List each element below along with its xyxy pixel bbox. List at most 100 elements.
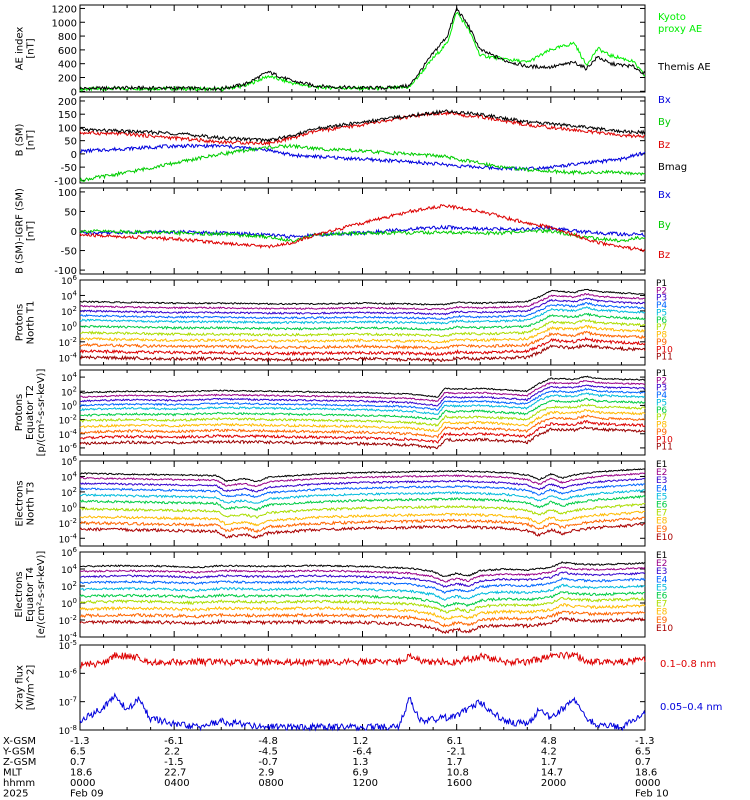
axis-column-value: 0.7 <box>70 757 86 768</box>
series-line-bz <box>79 204 646 253</box>
y-tick-label: 100 <box>61 320 77 333</box>
series-line-p6 <box>79 397 646 421</box>
y-tick-label: 10-2 <box>59 414 77 427</box>
axis-column-value: 18.6 <box>635 768 657 779</box>
y-tick-label: 100 <box>61 501 77 514</box>
series-line-bmag <box>79 109 646 143</box>
axis-column-value: -4.8 <box>258 736 278 747</box>
y-tick-label: 106 <box>61 546 77 559</box>
y-axis-title: [nT] <box>26 38 37 58</box>
series-line-e7 <box>79 502 646 519</box>
legend-p4: P4 <box>656 391 667 401</box>
legend-p7: P7 <box>656 323 667 333</box>
series-line-e3 <box>79 477 646 493</box>
panel-frame <box>79 644 646 731</box>
y-tick-label: 100 <box>58 188 77 199</box>
series-line-e9 <box>79 516 646 534</box>
legend-e4: E4 <box>656 484 668 494</box>
y-tick-exponent: 6 <box>73 274 78 282</box>
series-line-themis-ae <box>79 6 646 92</box>
series-line-e10 <box>79 522 646 539</box>
series-line-e5 <box>79 489 646 504</box>
panel-frame <box>79 4 646 93</box>
y-tick-exponent: 2 <box>73 305 77 313</box>
axis-column-value: 0000 <box>635 778 660 789</box>
series-line-p9 <box>79 330 646 350</box>
series-line-p8 <box>79 408 646 433</box>
axis-row-label: 2025 <box>3 789 28 800</box>
series-line-bz <box>79 110 646 147</box>
y-tick-exponent: 4 <box>73 371 78 379</box>
legend-e3: E3 <box>656 476 667 486</box>
y-tick-exponent: -2 <box>70 414 77 422</box>
legend-p3: P3 <box>656 384 667 394</box>
y-tick-label: 0 <box>71 227 77 238</box>
series-line-p11 <box>79 425 646 450</box>
axis-column-value: -2.1 <box>447 747 467 758</box>
series-line-e7 <box>79 596 645 614</box>
legend-p1: P1 <box>656 369 667 379</box>
series-line-p10 <box>79 419 646 444</box>
y-tick-exponent: -2 <box>70 517 77 525</box>
y-tick-exponent: -6 <box>70 442 78 450</box>
y-axis-title: Equator T4 <box>25 567 36 622</box>
series-line-p6 <box>79 312 646 331</box>
series-line-e1 <box>79 561 646 577</box>
y-tick-label: 0 <box>71 150 77 161</box>
legend-p3: P3 <box>656 294 667 304</box>
y-axis-title: Equator T2 <box>25 385 36 440</box>
legend-label: Bx <box>658 95 671 106</box>
legend-p11: P11 <box>656 443 673 453</box>
series-line-p4 <box>80 301 646 320</box>
axis-column-value: 0000 <box>70 778 95 789</box>
series-line-p1 <box>79 288 646 306</box>
y-tick-label: 200 <box>58 97 77 108</box>
y-tick-label: -50 <box>61 163 77 174</box>
series-line-e3 <box>79 571 646 588</box>
axis-column-value: -1.5 <box>164 757 184 768</box>
axis-column-value: 1200 <box>353 778 378 789</box>
y-tick-label: 104 <box>61 563 77 576</box>
y-tick-label: 400 <box>58 60 77 71</box>
series-line-e8 <box>79 603 646 621</box>
y-tick-label: 102 <box>61 486 77 499</box>
y-tick-label: 50 <box>64 207 77 218</box>
y-tick-label: 10-7 <box>59 696 77 709</box>
legend-p9: P9 <box>656 428 667 438</box>
legend-label: Kyoto <box>658 12 686 23</box>
y-tick-label: 104 <box>61 371 77 384</box>
legend-p6: P6 <box>656 316 667 326</box>
series-line-p5 <box>79 392 646 416</box>
y-tick-label: 104 <box>61 289 77 302</box>
y-tick-exponent: -7 <box>70 696 77 704</box>
axis-column-value: 2000 <box>541 778 566 789</box>
y-tick-label: 10-2 <box>59 336 77 349</box>
y-tick-label: 0 <box>71 87 77 98</box>
series-line-e2 <box>79 472 646 488</box>
y-tick-exponent: 0 <box>73 501 77 509</box>
legend-p2: P2 <box>656 376 667 386</box>
axis-column-value: 10.8 <box>447 768 469 779</box>
axis-column-value: 18.6 <box>70 768 92 779</box>
series-line-e2 <box>79 566 646 583</box>
axis-column-value: 1.2 <box>353 736 369 747</box>
series-line-p2 <box>79 293 645 311</box>
axis-column-value: -0.7 <box>258 757 278 768</box>
legend-label: By <box>658 117 671 128</box>
series-line-0-1-0-8-nm <box>79 651 646 669</box>
legend-e2: E2 <box>656 468 667 478</box>
legend-p10: P10 <box>656 435 673 445</box>
series-line-p9 <box>79 414 646 439</box>
legend-e8: E8 <box>656 517 668 527</box>
y-tick-label: 102 <box>61 305 77 318</box>
axis-row-label: Y-GSM <box>2 747 35 758</box>
axis-row-label: hhmm <box>3 778 35 789</box>
legend-p8: P8 <box>656 331 667 341</box>
legend-p2: P2 <box>656 286 667 296</box>
series-line-p1 <box>79 375 646 398</box>
y-tick-exponent: 4 <box>73 289 78 297</box>
